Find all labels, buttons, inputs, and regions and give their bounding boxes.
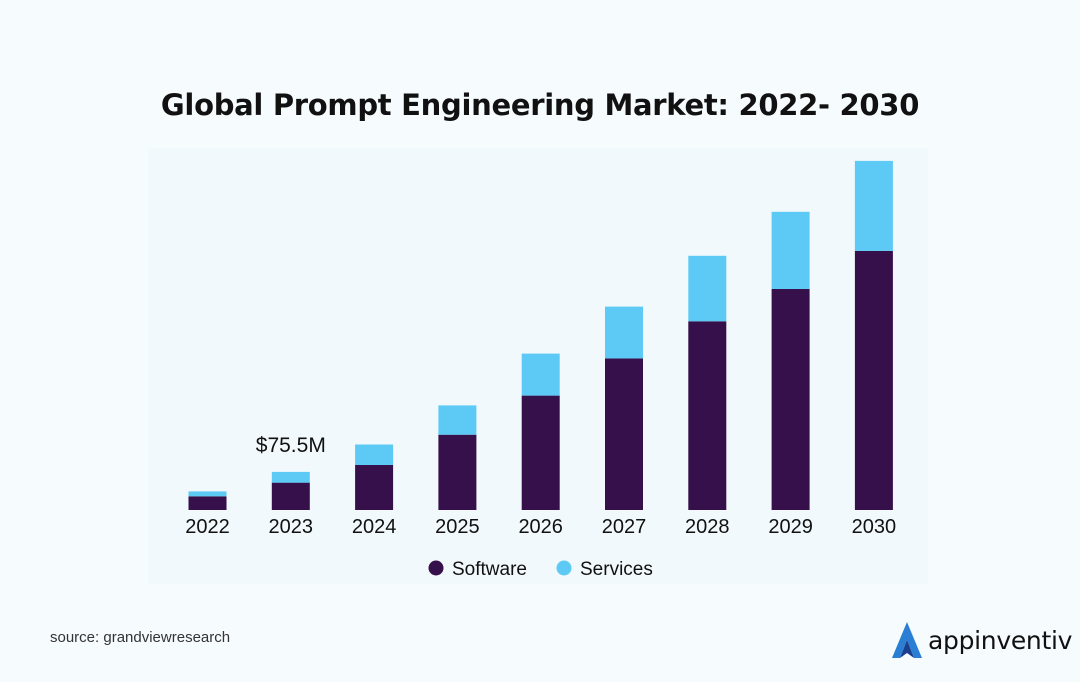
- bar-software-2025: [438, 434, 477, 510]
- bar-software-2027: [605, 358, 643, 510]
- legend-swatch-software: [428, 560, 444, 576]
- brand-name: appinventiv: [928, 625, 1073, 655]
- legend-label-software: Software: [452, 559, 527, 580]
- x-tick-label: 2026: [518, 516, 563, 538]
- legend-swatch-services: [556, 560, 572, 576]
- bar-software-2029: [771, 289, 810, 510]
- appinventiv-logo-icon: [892, 622, 922, 658]
- x-tick-label: 2022: [185, 516, 230, 538]
- x-tick-label: 2029: [768, 516, 813, 538]
- data-label-2023: $75.5M: [256, 434, 326, 457]
- bar-software-2022: [188, 496, 227, 510]
- bar-services-2022: [188, 491, 227, 497]
- x-tick-label: 2025: [435, 516, 480, 538]
- x-tick-label: 2030: [852, 516, 897, 538]
- bar-software-2030: [854, 250, 893, 510]
- bar-services-2023: [271, 471, 310, 483]
- x-tick-label: 2028: [685, 516, 730, 538]
- bar-services-2028: [688, 255, 727, 322]
- bar-software-2026: [521, 395, 560, 510]
- bar-services-2025: [438, 405, 477, 435]
- bar-services-2026: [521, 353, 560, 396]
- source-credit: source: grandviewresearch: [50, 629, 231, 646]
- bar-software-2024: [355, 465, 394, 510]
- bar-services-2024: [355, 444, 394, 465]
- chart-title: Global Prompt Engineering Market: 2022- …: [160, 88, 920, 122]
- bar-software-2023: [271, 482, 310, 510]
- x-tick-label: 2024: [352, 516, 397, 538]
- brand-logo: appinventiv: [890, 620, 1072, 660]
- bar-services-2027: [605, 306, 643, 359]
- legend-label-services: Services: [580, 559, 653, 580]
- x-tick-label: 2027: [602, 516, 647, 538]
- bar-services-2029: [771, 211, 810, 289]
- x-tick-label: 2023: [269, 516, 314, 538]
- bar-software-2028: [688, 321, 727, 510]
- bar-services-2030: [854, 160, 893, 251]
